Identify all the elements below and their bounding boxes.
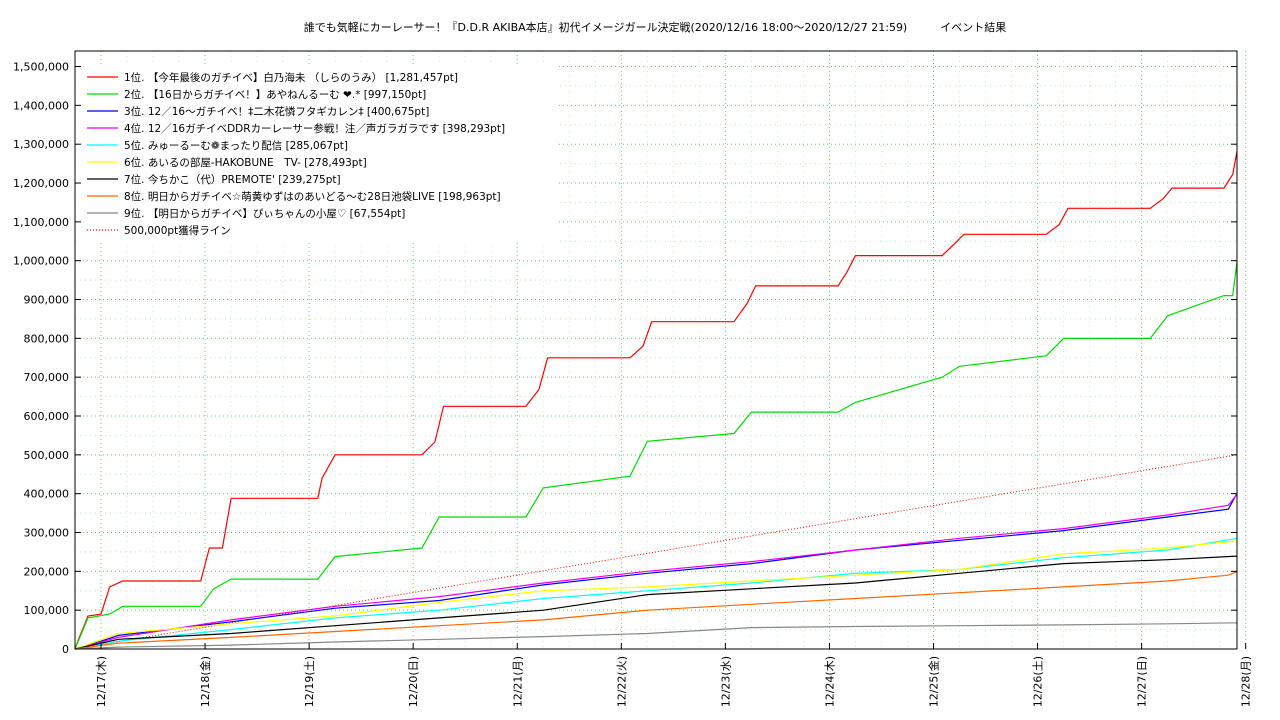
y-tick-label: 900,000 — [24, 294, 70, 307]
y-tick-label: 1,200,000 — [13, 177, 69, 190]
y-tick-label: 800,000 — [24, 332, 70, 345]
x-tick-label: 12/27(日) — [1136, 656, 1149, 707]
legend-label: 1位. 【今年最後のガチイベ】白乃海未 （しらのうみ） [1,281,457pt… — [124, 71, 458, 84]
legend-background — [78, 66, 556, 242]
legend: 1位. 【今年最後のガチイベ】白乃海未 （しらのうみ） [1,281,457pt… — [78, 66, 556, 242]
series-line-1 — [74, 151, 1238, 650]
legend-label: 6位. あいるの部屋-HAKOBUNE TV- [278,493pt] — [124, 156, 367, 169]
y-tick-label: 100,000 — [24, 604, 70, 617]
x-tick-label: 12/25(金) — [926, 656, 940, 707]
series-line-9 — [74, 622, 1238, 650]
y-axis: 0 100,000 200,000 300,000 400,000 500,000 600,… — [13, 61, 1237, 656]
legend-label: 2位. 【16日からガチイベ！】あやねんるーむ ❤︎.* [997,150pt] — [124, 88, 426, 101]
x-tick-label: 12/24(木) — [823, 656, 836, 707]
y-tick-label: 700,000 — [24, 371, 70, 384]
legend-label: 5位. みゅーるーむ❁まったり配信 [285,067pt] — [124, 139, 348, 152]
y-tick-label: 200,000 — [24, 565, 70, 578]
threshold-line — [74, 454, 1238, 650]
x-tick-label: 12/19(土) — [303, 656, 316, 707]
x-tick-label: 12/26(土) — [1032, 656, 1045, 707]
series-line-7 — [74, 555, 1238, 650]
series-lines — [74, 151, 1238, 650]
series-line-4 — [74, 493, 1238, 650]
y-tick-label: 0 — [62, 643, 69, 656]
y-tick-label: 1,500,000 — [13, 61, 69, 74]
grid — [75, 51, 1247, 650]
legend-label: 7位. 今ちかこ（代）PREMOTE' [239,275pt] — [124, 173, 341, 186]
y-tick-label: 1,400,000 — [13, 99, 69, 112]
threshold-line-path — [74, 454, 1238, 650]
legend-label: 4位. 12／16ガチイベDDRカーレーサー参戦！注／声ガラガラです [398,… — [124, 122, 505, 135]
legend-label: 8位. 明日からガチイベ☆萌黄ゆずはのあいどる〜む28日池袋LIVE [198,… — [124, 190, 501, 203]
y-tick-label: 500,000 — [24, 449, 70, 462]
series-line-5 — [74, 537, 1238, 650]
y-tick-label: 1,000,000 — [13, 255, 69, 268]
series-line-6 — [74, 540, 1238, 650]
plot-frame — [74, 50, 1238, 650]
x-tick-label: 12/23(水) — [719, 656, 732, 707]
y-tick-label: 300,000 — [24, 527, 70, 540]
y-tick-label: 1,100,000 — [13, 216, 69, 229]
legend-label: 500,000pt獲得ライン — [124, 224, 231, 237]
x-tick-label: 12/17(木) — [95, 656, 108, 707]
x-tick-label: 12/21(月) — [511, 656, 524, 707]
legend-label: 9位. 【明日からガチイベ】ぴぃちゃんの小屋♡ [67,554pt] — [124, 207, 405, 220]
y-tick-label: 1,300,000 — [13, 138, 69, 151]
y-tick-label: 400,000 — [24, 488, 70, 501]
legend-label: 3位. 12／16〜ガチイベ！‡二木花憐フタギカレン‡ [400,675pt] — [124, 105, 429, 118]
x-tick-label: 12/22(火) — [615, 656, 628, 707]
chart-title: 誰でも気軽にカーレーサー！『D.D.R AKIBA本店』初代イメージガール決定戦… — [303, 21, 1007, 34]
x-tick-label: 12/18(金) — [198, 656, 212, 707]
series-line-2 — [74, 261, 1238, 650]
y-tick-label: 600,000 — [24, 410, 70, 423]
x-tick-label: 12/20(日) — [407, 656, 420, 707]
x-axis: 12/17(木) 12/18(金) 12/19(土) 12/20(日) 12/21(月)… — [95, 643, 1253, 707]
x-tick-label: 12/28(月) — [1240, 656, 1253, 707]
series-line-8 — [74, 571, 1238, 650]
